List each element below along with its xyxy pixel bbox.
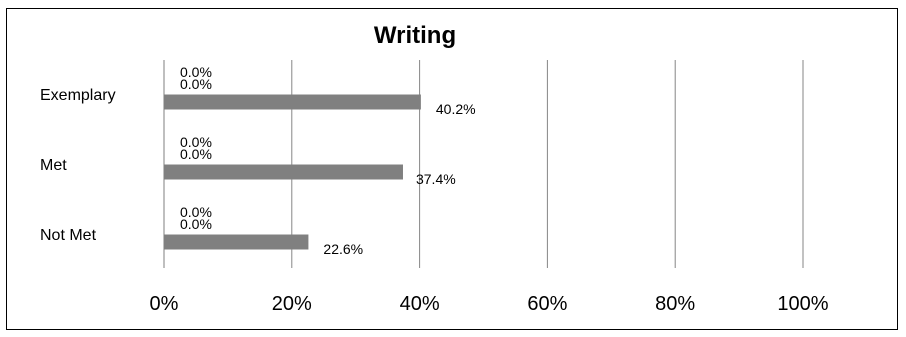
data-label: 0.0% <box>180 204 212 220</box>
x-tick-label: 80% <box>655 293 695 315</box>
x-tick-label: 20% <box>272 293 312 315</box>
chart-frame <box>6 8 898 330</box>
chart-title: Writing <box>374 22 456 49</box>
bar <box>164 94 421 110</box>
bar <box>164 234 309 250</box>
data-label: 0.0% <box>180 134 212 150</box>
x-tick-label: 60% <box>527 293 567 315</box>
bars <box>164 94 421 250</box>
category-label: Exemplary <box>40 87 116 104</box>
data-label: 37.4% <box>416 171 456 187</box>
x-tick-labels: 0% 20% 40% 60% 80% 100% <box>150 293 829 315</box>
data-labels: 0.0%0.0%40.2%0.0%0.0%37.4%0.0%0.0%22.6% <box>180 64 476 257</box>
bar <box>164 164 403 180</box>
data-label: 40.2% <box>436 101 476 117</box>
data-label: 0.0% <box>180 146 212 162</box>
data-label: 0.0% <box>180 64 212 80</box>
x-tick-label: 40% <box>400 293 440 315</box>
category-label: Met <box>40 157 67 174</box>
category-labels: Exemplary Met Not Met <box>40 87 116 244</box>
data-label: 22.6% <box>323 241 363 257</box>
data-label: 0.0% <box>180 76 212 92</box>
category-label: Not Met <box>40 227 97 244</box>
data-label: 0.0% <box>180 216 212 232</box>
x-tick-label: 100% <box>777 293 828 315</box>
x-tick-label: 0% <box>150 293 179 315</box>
